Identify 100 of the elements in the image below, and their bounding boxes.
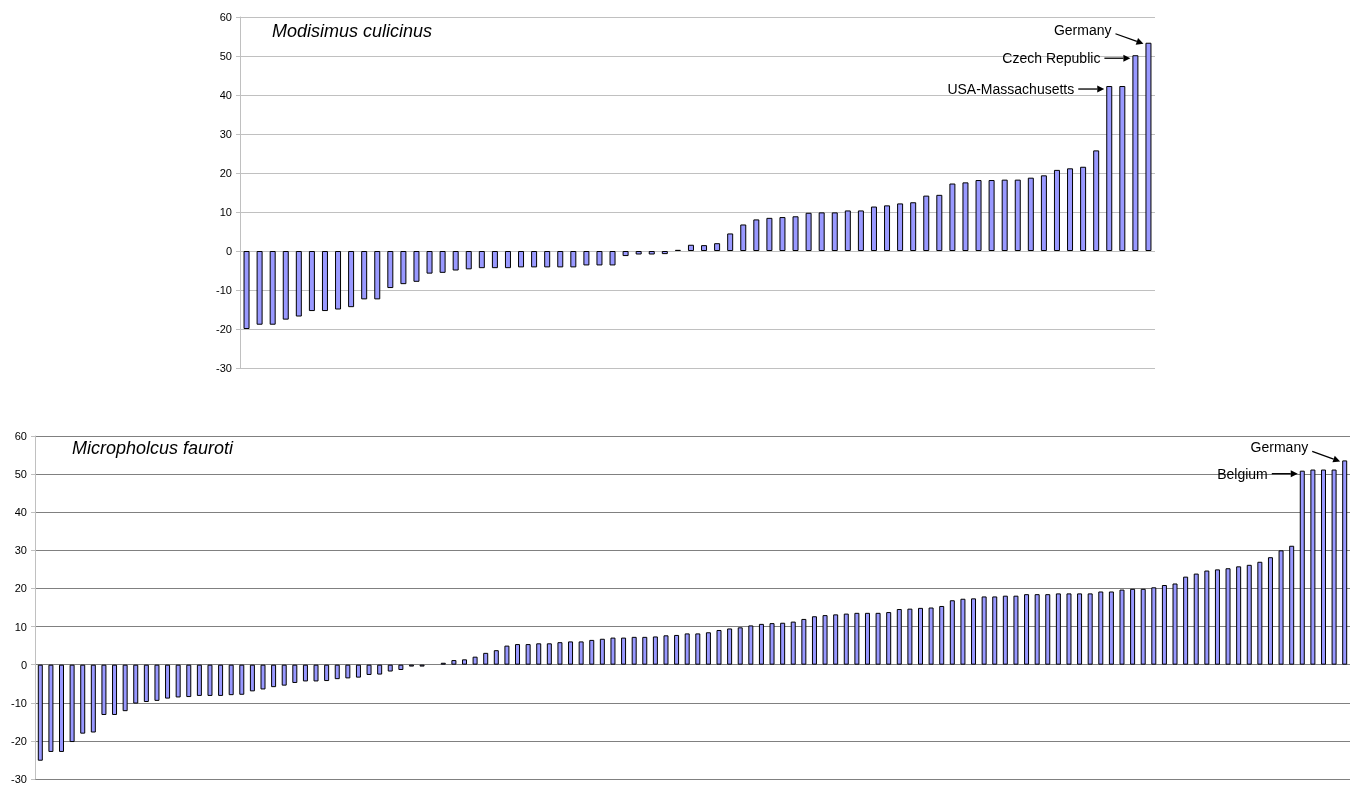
bar [48,664,54,752]
bar [705,632,711,665]
bar [112,664,118,715]
bar [918,607,923,665]
bar [661,251,668,255]
y-tick-label: -30 [216,362,232,374]
bar [740,224,747,251]
bar [897,203,904,251]
bar [451,660,457,665]
y-tick-label: -20 [216,323,232,335]
bar [648,251,655,255]
bar [1045,594,1051,665]
y-tick-label: 30 [14,544,27,557]
chart-title: Micropholcus fauroti [72,438,235,458]
bar [348,251,355,308]
bar [687,244,694,251]
bar [907,608,913,665]
bar [465,251,472,270]
bar [884,205,891,251]
bar [1053,169,1060,251]
y-tick-label: 20 [219,167,232,179]
bar [207,664,213,696]
bar [483,652,489,665]
bar [621,637,627,665]
bar [792,216,799,251]
bar [1331,469,1337,665]
annotation: Germany [1250,439,1309,456]
y-tick-label: 0 [20,658,27,671]
bar [801,618,807,665]
bar [1098,591,1104,665]
bar [831,212,838,251]
bar [504,251,511,269]
y-tick-label: -10 [216,284,232,296]
bar [546,643,552,665]
y-tick-label: 0 [225,245,232,257]
bar [822,615,828,665]
bar [870,206,877,251]
bar [374,251,381,300]
annotation: Czech Republic [1002,50,1101,67]
bar [652,636,658,665]
bar [1140,588,1146,665]
bar [165,664,171,699]
bar [1342,460,1348,665]
bar [1024,594,1030,665]
bar [1108,591,1114,665]
bar [1040,175,1047,251]
bar [218,664,224,696]
bar [387,251,394,289]
y-tick-label: 20 [14,582,27,595]
y-tick-label: 50 [14,468,27,481]
y-tick-label: 40 [14,506,27,519]
y-tick-label: 30 [219,128,232,140]
bar [769,623,775,665]
bar [413,251,420,282]
bar [1236,566,1242,665]
bar [622,251,629,257]
bar [1214,569,1220,665]
y-tick-label: 40 [219,89,232,101]
bar [857,210,864,251]
bar [864,612,870,665]
bar [570,251,577,268]
bar [936,194,943,251]
bar [939,605,945,665]
bar [518,251,525,268]
bar [292,664,298,683]
bar [1204,570,1210,665]
bar [355,664,361,678]
bar [949,183,956,251]
bar [228,664,234,696]
bar [1132,55,1139,251]
bar [928,607,934,665]
bar [975,180,982,251]
bar [90,664,96,733]
bar [1310,469,1316,665]
bar [727,628,733,665]
bar [568,641,574,665]
y-tick-label: -10 [11,696,27,709]
bar [59,664,65,752]
bar [988,180,995,251]
bar [249,664,255,692]
y-tick-label: 50 [219,50,232,62]
bar [1080,166,1087,251]
bar [1027,177,1034,251]
bar [753,219,760,251]
bar [544,251,551,268]
bar [833,614,839,665]
bar [695,633,701,665]
bar [256,251,263,325]
bar [727,233,734,251]
bar [843,613,849,665]
bar [334,664,340,680]
bar [1257,561,1263,665]
bar [269,251,276,325]
y-tick-label: 60 [14,430,27,442]
bar [1001,179,1008,251]
bar [923,195,930,251]
bar [1055,593,1061,665]
bar [302,664,308,682]
bar [69,664,75,743]
bar [635,251,642,255]
